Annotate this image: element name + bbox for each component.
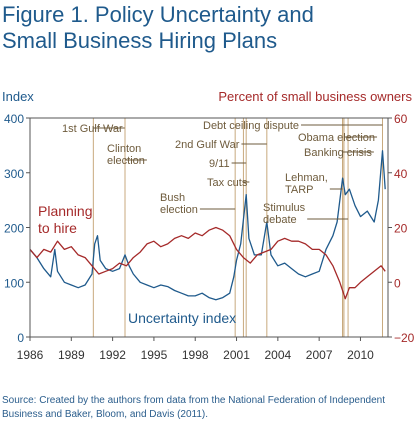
right-axis-tick-label: 20 <box>394 222 408 236</box>
chart-title: Figure 1. Policy Uncertainty and Small B… <box>2 2 412 54</box>
event-label: debate <box>263 214 297 226</box>
planning-to-hire-label: to hire <box>38 220 77 236</box>
x-axis-tick-label: 1989 <box>58 348 85 362</box>
event-label: election <box>160 204 198 216</box>
event-label: 2nd Gulf War <box>175 139 240 151</box>
uncertainty-index-line <box>29 150 386 301</box>
left-axis-tick-label: 0 <box>17 331 24 345</box>
event-label: Obama election <box>298 132 375 144</box>
uncertainty-index-label: Uncertainty index <box>128 310 236 326</box>
event-label: 1st Gulf War <box>62 123 123 135</box>
x-axis-tick-label: 1986 <box>17 348 44 362</box>
left-axis-tick-label: 200 <box>4 222 24 236</box>
event-label: Lehman, <box>285 172 328 184</box>
event-label: Bush <box>160 192 185 204</box>
event-label: Clinton <box>107 143 141 155</box>
right-axis-tick-label: 40 <box>394 167 408 181</box>
left-axis-tick-label: 300 <box>4 167 24 181</box>
right-axis-tick-label: 60 <box>394 112 408 126</box>
event-label: 9/11 <box>209 158 230 170</box>
right-axis-tick-label: −20 <box>394 331 415 345</box>
x-axis-tick-label: 1992 <box>99 348 126 362</box>
right-axis-tick-label: 0 <box>394 276 401 290</box>
event-label: Stimulus <box>263 202 306 214</box>
x-axis-tick-label: 2007 <box>306 348 333 362</box>
event-label: Banking crisis <box>304 147 372 159</box>
source-note: Source: Created by the authors from data… <box>2 395 386 420</box>
event-label: Tax cuts <box>207 177 248 189</box>
planning-to-hire-line <box>29 226 386 300</box>
x-axis-tick-label: 1998 <box>182 348 209 362</box>
planning-to-hire-label: Planning <box>38 203 93 219</box>
event-label: Debt ceiling dispute <box>203 120 299 132</box>
x-axis-tick-label: 2001 <box>223 348 250 362</box>
left-axis-tick-label: 100 <box>4 276 24 290</box>
chart-title-line-1: Figure 1. Policy Uncertainty and <box>2 2 314 27</box>
chart-title-line-2: Small Business Hiring Plans <box>2 28 278 53</box>
x-axis-tick-label: 2010 <box>347 348 374 362</box>
x-axis-tick-label: 2004 <box>264 348 291 362</box>
right-axis-label: Percent of small business owners <box>218 89 412 104</box>
left-axis-tick-label: 400 <box>4 112 24 126</box>
event-label: election <box>107 155 145 167</box>
x-axis-tick-label: 1995 <box>141 348 168 362</box>
left-axis-label: Index <box>2 89 34 104</box>
event-label: TARP <box>285 184 314 196</box>
